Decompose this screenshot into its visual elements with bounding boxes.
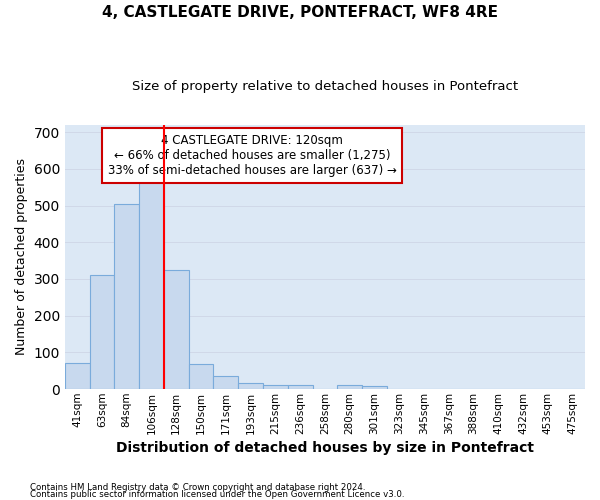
Y-axis label: Number of detached properties: Number of detached properties xyxy=(15,158,28,356)
X-axis label: Distribution of detached houses by size in Pontefract: Distribution of detached houses by size … xyxy=(116,441,534,455)
Bar xyxy=(139,178,164,389)
Bar xyxy=(337,384,362,389)
Bar xyxy=(214,376,238,389)
Bar xyxy=(164,270,188,389)
Text: 4 CASTLEGATE DRIVE: 120sqm
← 66% of detached houses are smaller (1,275)
33% of s: 4 CASTLEGATE DRIVE: 120sqm ← 66% of deta… xyxy=(107,134,397,177)
Title: Size of property relative to detached houses in Pontefract: Size of property relative to detached ho… xyxy=(132,80,518,93)
Bar xyxy=(65,362,89,389)
Text: Contains public sector information licensed under the Open Government Licence v3: Contains public sector information licen… xyxy=(30,490,404,499)
Bar xyxy=(89,276,115,389)
Bar xyxy=(263,384,288,389)
Text: Contains HM Land Registry data © Crown copyright and database right 2024.: Contains HM Land Registry data © Crown c… xyxy=(30,484,365,492)
Bar xyxy=(115,204,139,389)
Bar xyxy=(188,364,214,389)
Text: 4, CASTLEGATE DRIVE, PONTEFRACT, WF8 4RE: 4, CASTLEGATE DRIVE, PONTEFRACT, WF8 4RE xyxy=(102,5,498,20)
Bar xyxy=(288,384,313,389)
Bar xyxy=(362,386,387,389)
Bar xyxy=(238,382,263,389)
